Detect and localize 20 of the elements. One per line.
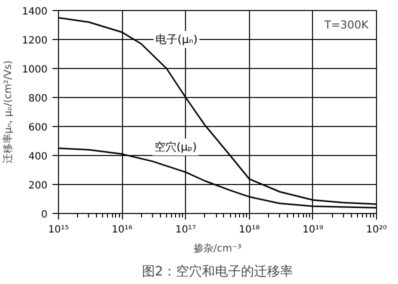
y-tick-label: 600: [28, 122, 48, 134]
y-tick-label: 1400: [22, 6, 48, 18]
series-label: 电子(μₙ): [156, 33, 198, 46]
annotation: T=300K: [323, 18, 370, 32]
text: 图2：空穴和电子的迁移率: [142, 264, 294, 280]
x-tick-label: 10²⁰: [366, 224, 387, 236]
y-tick-label: 800: [28, 94, 48, 104]
y-tick-label: 1000: [22, 64, 48, 76]
y-tick-label: 1200: [22, 36, 48, 46]
y-tick-label: 400: [28, 152, 48, 162]
y-tick-label: 200: [28, 180, 48, 192]
x-axis-title: 掺杂/cm⁻³: [194, 242, 242, 254]
series-label: 空穴(μₚ): [154, 140, 197, 154]
x-tick-label: 10¹⁹: [302, 224, 324, 236]
x-tick-label: 10¹⁵: [48, 224, 69, 236]
y-axis-title: 迁移率μₙ, μₚ/(cm²/Vs): [2, 60, 14, 164]
x-tick-label: 10¹⁷: [175, 224, 196, 236]
y-tick-label: 0: [41, 210, 48, 220]
x-tick-label: 10¹⁶: [112, 224, 132, 236]
x-tick-label: 10¹⁸: [238, 224, 260, 236]
